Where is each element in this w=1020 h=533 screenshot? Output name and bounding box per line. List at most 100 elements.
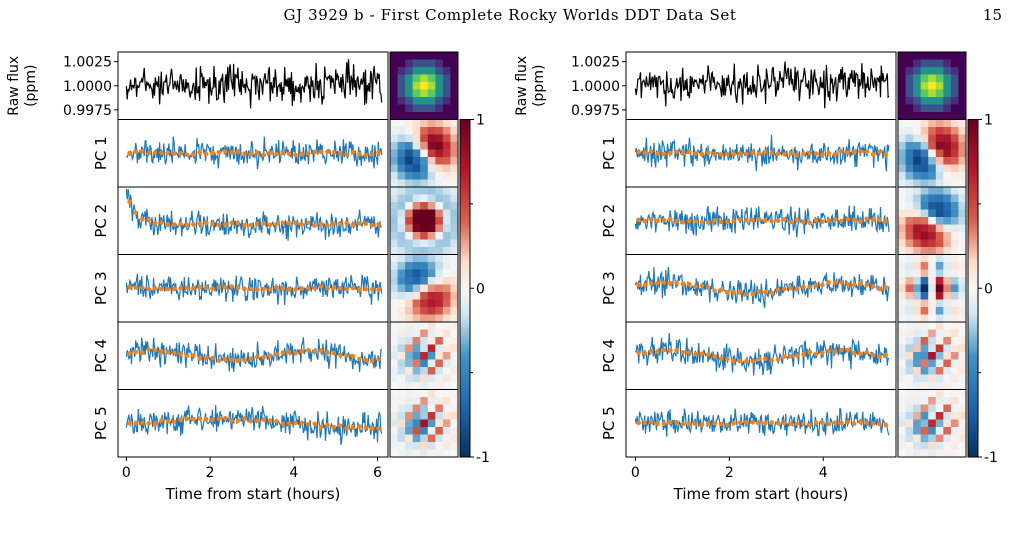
image-pixel <box>390 232 398 240</box>
image-pixel <box>435 449 444 458</box>
image-pixel <box>905 389 914 398</box>
image-pixel <box>943 142 952 150</box>
binned-point <box>851 350 857 356</box>
image-pixel <box>412 149 421 158</box>
binned-point <box>299 152 305 157</box>
image-pixel <box>420 247 429 255</box>
image-pixel <box>935 404 944 413</box>
image-pixel <box>943 127 952 135</box>
image-pixel <box>950 112 959 120</box>
binned-point <box>820 152 825 157</box>
binned-point <box>286 421 292 426</box>
image-pixel <box>958 277 967 285</box>
image-pixel <box>920 427 929 435</box>
image-pixel <box>905 254 914 263</box>
binned-point <box>293 287 298 292</box>
image-pixel <box>442 157 451 165</box>
binned-point <box>146 217 152 223</box>
image-pixel <box>397 434 406 443</box>
image-pixel <box>412 314 421 323</box>
image-pixel <box>450 239 459 248</box>
image-pixel <box>420 434 429 443</box>
image-pixel <box>950 434 959 443</box>
image-pixel <box>913 194 922 203</box>
image-pixel <box>442 337 451 345</box>
image-pixel <box>935 397 944 405</box>
image-pixel <box>412 59 421 68</box>
image-pixel <box>943 97 952 105</box>
image-pixel <box>928 217 937 225</box>
image-pixel <box>405 367 414 375</box>
image-pixel <box>958 232 967 240</box>
image-pixel <box>950 194 959 203</box>
image-pixel <box>913 277 922 285</box>
image-pixel <box>420 119 429 128</box>
binned-point <box>839 347 844 353</box>
image-pixel <box>405 239 414 248</box>
image-pixel <box>935 322 944 330</box>
binned-point <box>357 287 362 293</box>
image-pixel <box>928 367 937 375</box>
image-pixel <box>935 187 944 195</box>
image-pixel <box>943 367 952 375</box>
image-pixel <box>450 449 459 458</box>
image-pixel <box>920 224 929 233</box>
image-pixel <box>450 314 459 323</box>
ytick-label: 1.0025 <box>63 55 112 71</box>
binned-point <box>242 286 247 291</box>
image-pixel <box>958 292 967 300</box>
binned-point <box>337 150 343 156</box>
image-pixel <box>435 307 444 315</box>
pc-image <box>390 187 459 255</box>
image-pixel <box>397 359 406 368</box>
image-pixel <box>412 307 421 315</box>
image-pixel <box>920 307 929 315</box>
image-pixel <box>950 179 959 188</box>
image-pixel <box>905 97 914 105</box>
image-pixel <box>898 322 906 330</box>
image-pixel <box>442 322 451 330</box>
image-pixel <box>913 382 922 390</box>
binned-point <box>248 222 254 228</box>
image-pixel <box>943 82 952 90</box>
image-pixel <box>958 59 967 68</box>
binned-point <box>744 292 749 297</box>
image-pixel <box>427 209 436 218</box>
binned-point <box>242 151 247 156</box>
binned-point <box>286 349 292 355</box>
image-pixel <box>405 277 414 285</box>
image-pixel <box>397 134 406 143</box>
ytick-label: 0.9975 <box>63 103 112 119</box>
image-pixel <box>913 299 922 308</box>
image-pixel <box>397 329 406 338</box>
image-pixel <box>898 374 906 383</box>
image-pixel <box>450 427 459 435</box>
binned-point <box>306 286 311 291</box>
image-pixel <box>913 269 922 278</box>
image-pixel <box>427 59 436 68</box>
binned-point <box>178 150 183 156</box>
binned-point <box>286 287 292 292</box>
image-pixel <box>898 142 906 150</box>
image-frame <box>897 389 967 458</box>
binned-point <box>261 355 266 360</box>
image-pixel <box>950 344 959 353</box>
binned-point <box>191 222 196 227</box>
image-pixel <box>427 412 436 420</box>
image-pixel <box>928 89 937 98</box>
image-pixel <box>412 284 421 293</box>
image-pixel <box>435 247 444 255</box>
binned-point <box>325 285 330 291</box>
pc-image <box>898 187 967 255</box>
image-pixel <box>435 359 444 368</box>
image-pixel <box>950 277 959 285</box>
image-pixel <box>405 119 414 128</box>
image-pixel <box>405 247 414 255</box>
image-pixel <box>397 157 406 165</box>
running-title: GJ 3929 b - First Complete Rocky Worlds … <box>283 6 737 24</box>
binned-point <box>845 150 851 155</box>
image-pixel <box>427 134 436 143</box>
binned-point <box>184 222 190 228</box>
xtick-label: 2 <box>725 465 734 481</box>
pc-image <box>898 119 967 188</box>
